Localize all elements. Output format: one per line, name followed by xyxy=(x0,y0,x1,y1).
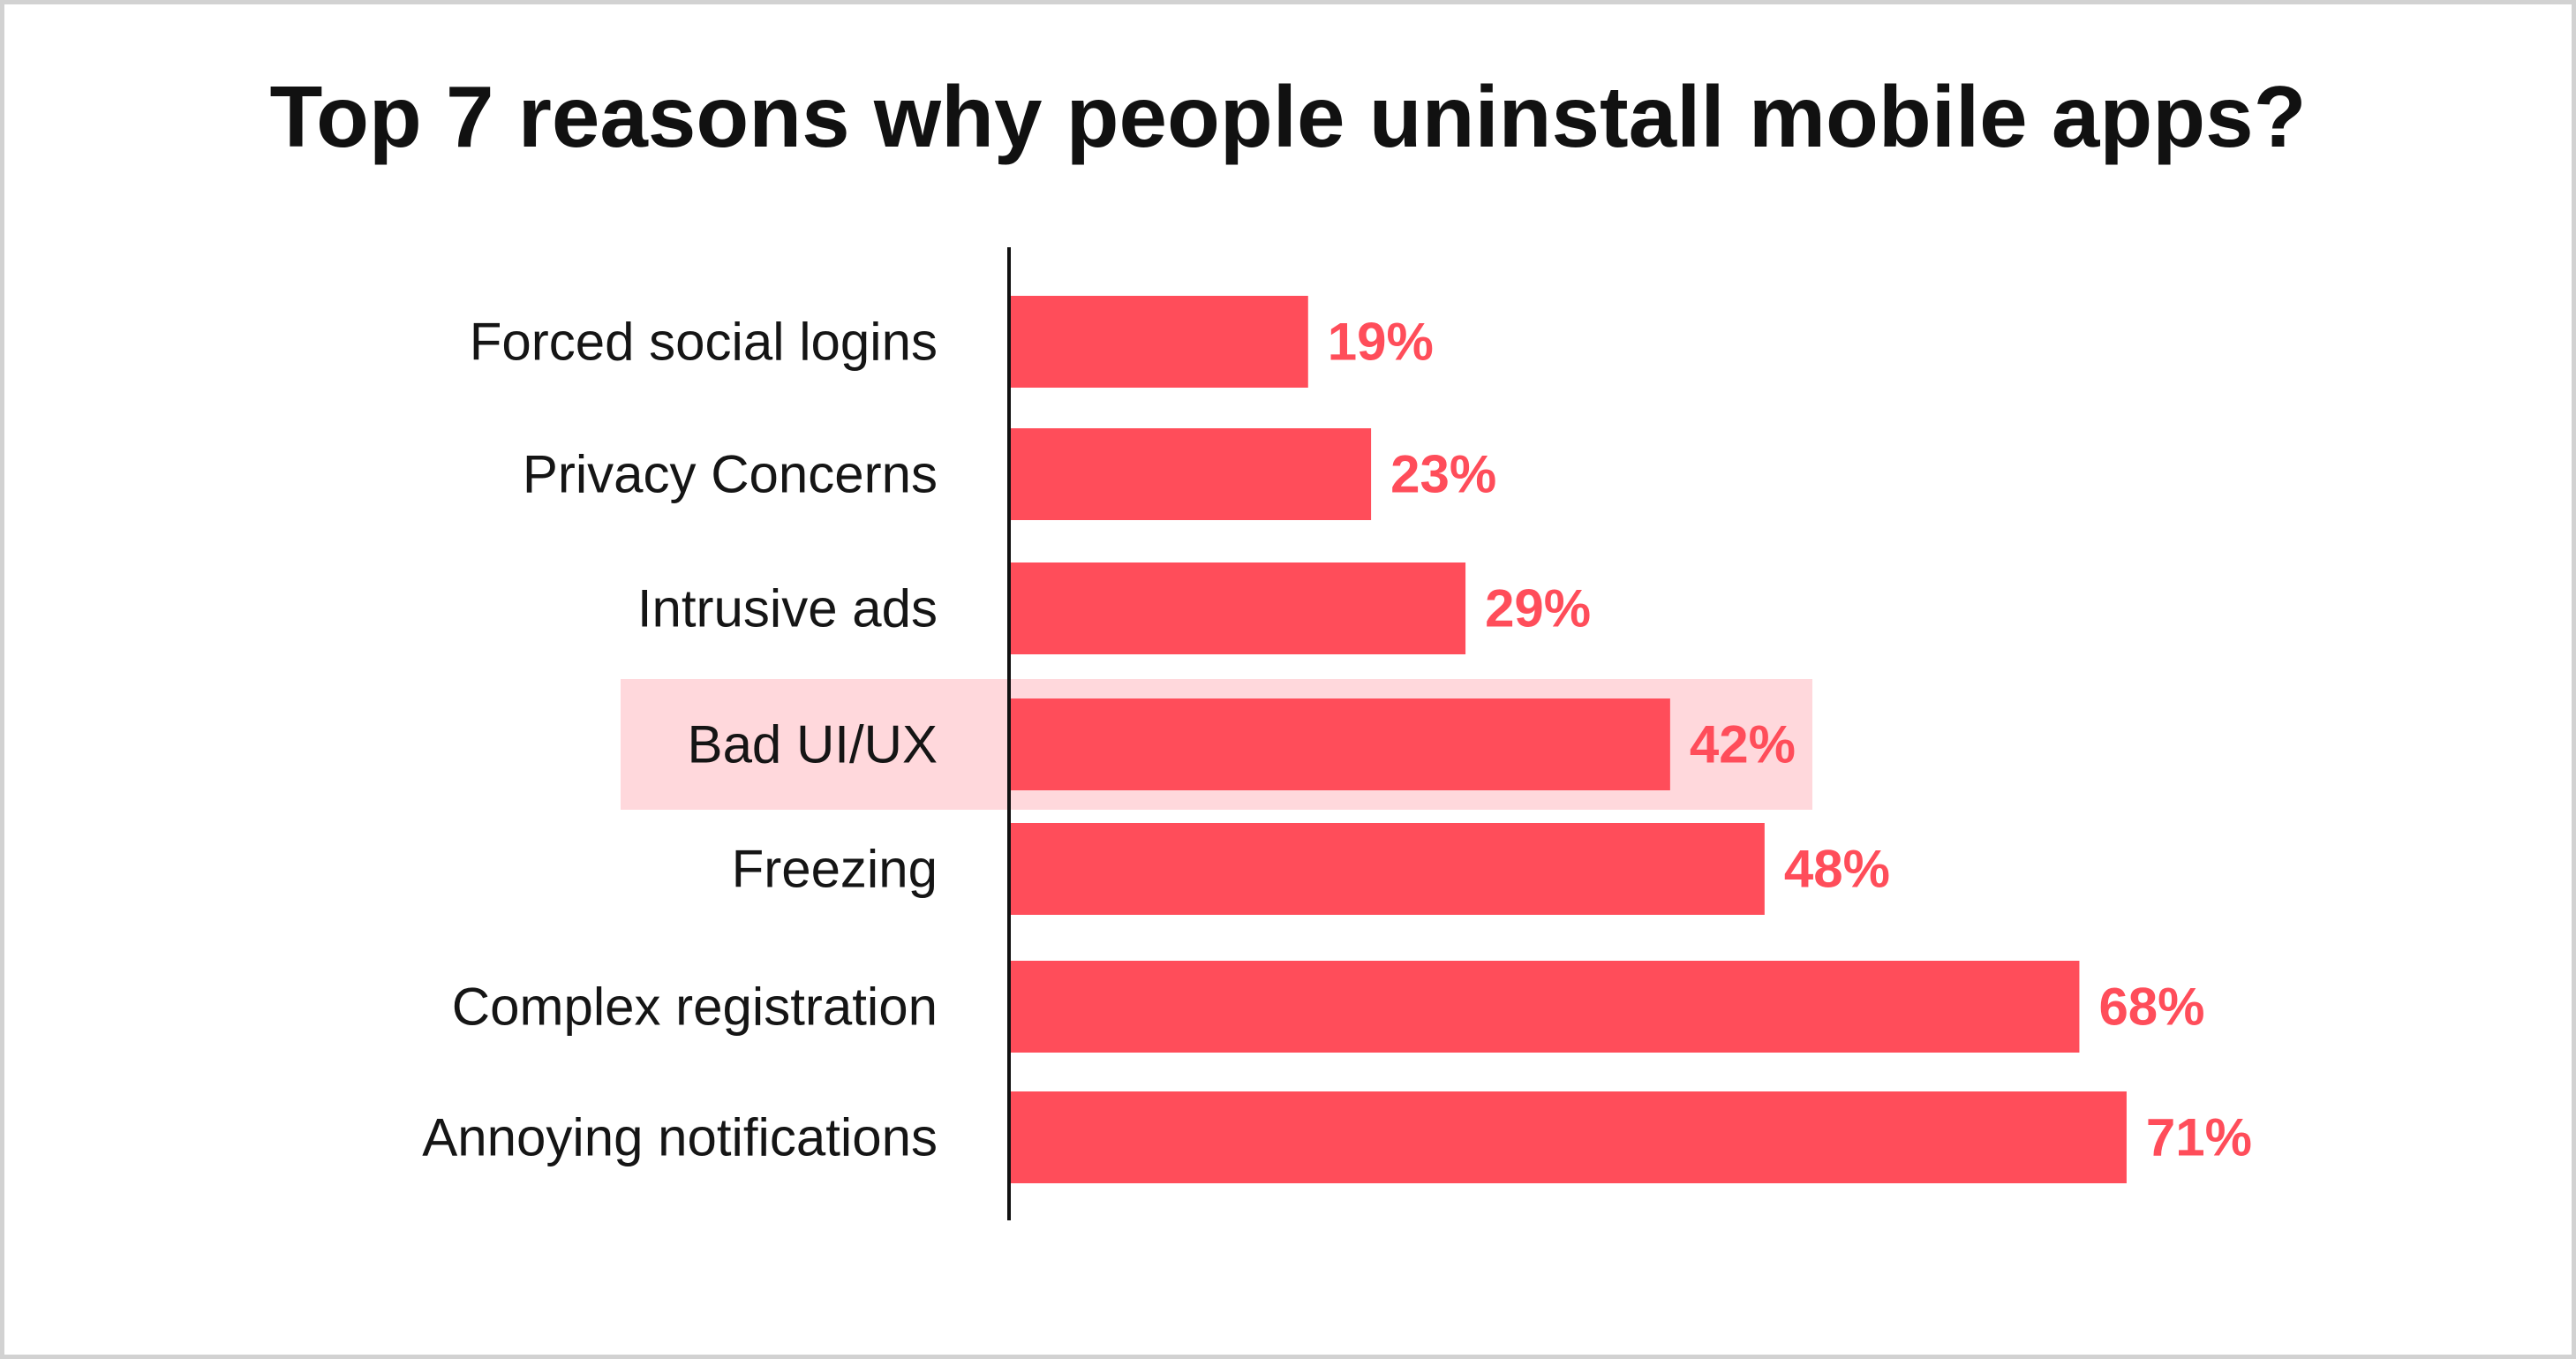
category-label: Intrusive ads xyxy=(637,579,938,638)
category-label: Privacy Concerns xyxy=(523,445,938,504)
value-label: 19% xyxy=(1328,313,1434,372)
chart-title: Top 7 reasons why people uninstall mobil… xyxy=(269,68,2307,165)
category-label: Bad UI/UX xyxy=(688,715,938,774)
bar xyxy=(1009,823,1765,915)
value-label: 71% xyxy=(2146,1108,2252,1167)
value-label: 29% xyxy=(1485,579,1591,638)
bar xyxy=(1009,1091,2127,1183)
category-label: Complex registration xyxy=(452,978,938,1037)
category-label: Forced social logins xyxy=(470,313,938,372)
bar xyxy=(1009,562,1466,654)
value-label: 23% xyxy=(1390,445,1496,504)
bar xyxy=(1009,428,1372,520)
category-label: Freezing xyxy=(732,840,938,899)
value-label: 42% xyxy=(1690,715,1796,774)
bar xyxy=(1009,296,1308,388)
category-label: Annoying notifications xyxy=(422,1108,938,1167)
value-label: 68% xyxy=(2098,978,2204,1037)
bar xyxy=(1009,961,2080,1053)
bar xyxy=(1009,698,1670,790)
value-label: 48% xyxy=(1784,840,1890,899)
